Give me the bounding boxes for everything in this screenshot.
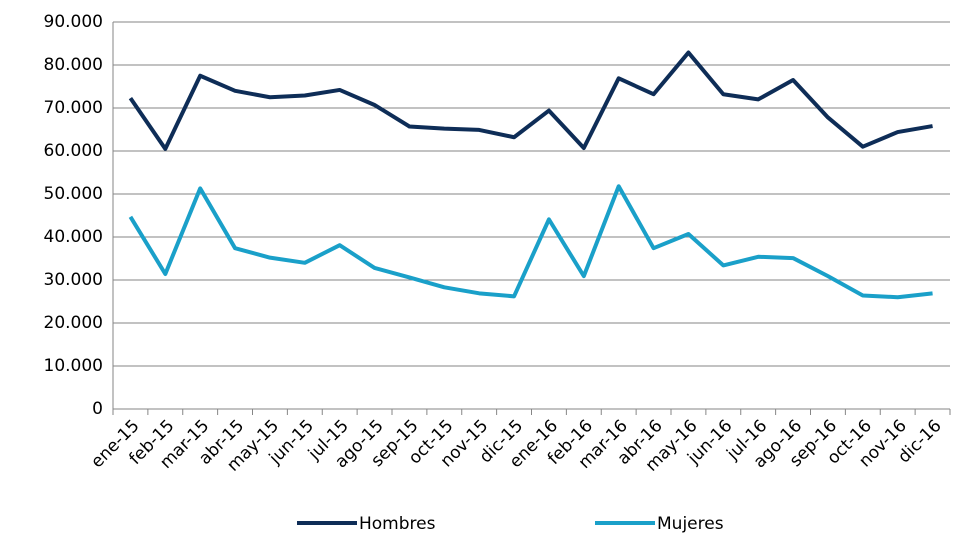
series-line	[128, 50, 933, 151]
y-tick-label: 90.000	[44, 12, 103, 32]
y-tick-label: 50.000	[44, 184, 103, 204]
y-tick-label: 70.000	[44, 98, 103, 118]
y-tick-label: 10.000	[44, 356, 103, 376]
y-tick-label: 80.000	[44, 55, 103, 75]
legend-label: Hombres	[359, 514, 436, 534]
series-line	[128, 184, 933, 300]
y-tick-label: 60.000	[44, 141, 103, 161]
y-tick-label: 20.000	[44, 313, 103, 333]
y-tick-label: 0	[92, 399, 103, 419]
y-tick-label: 30.000	[44, 270, 103, 290]
y-tick-label: 40.000	[44, 227, 103, 247]
legend-label: Mujeres	[657, 514, 724, 534]
